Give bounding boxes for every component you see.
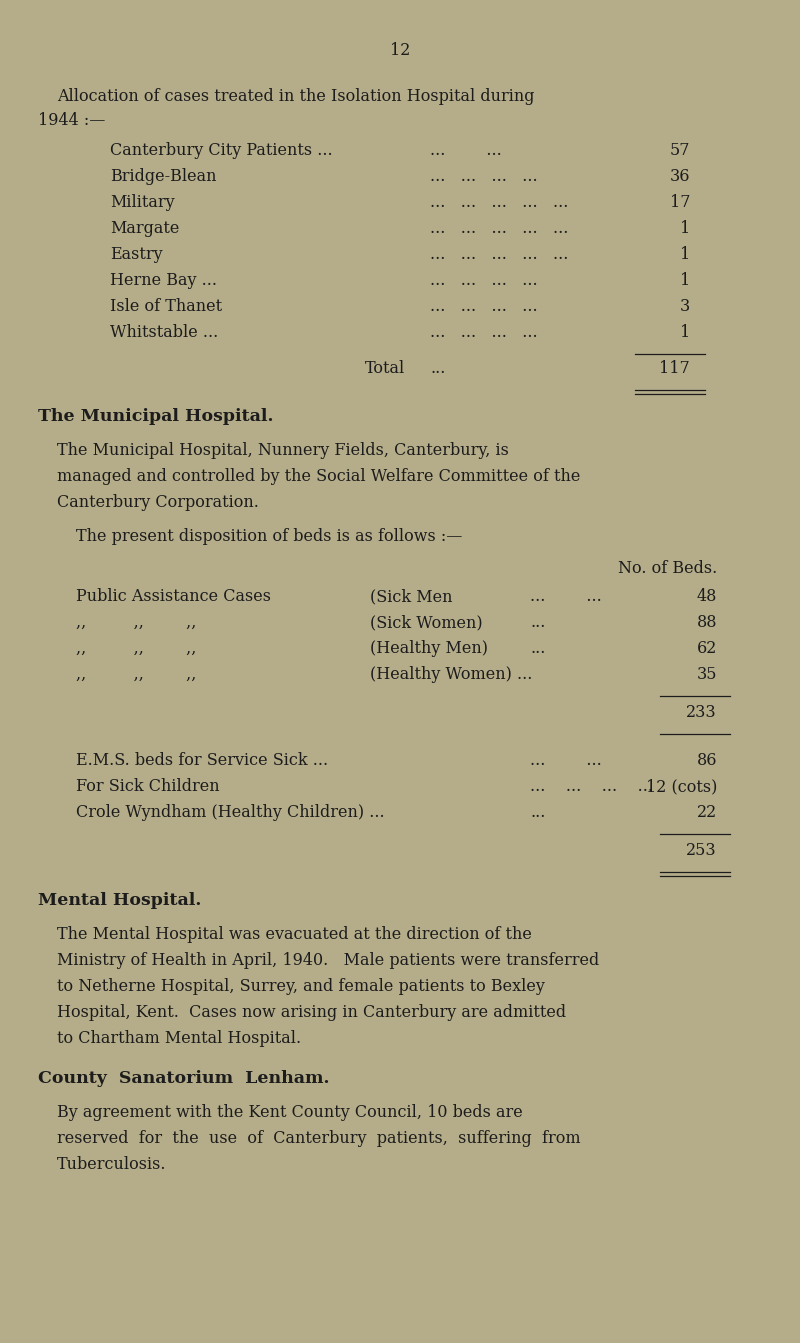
Text: 1: 1 [680, 324, 690, 341]
Text: The Municipal Hospital.: The Municipal Hospital. [38, 408, 274, 424]
Text: ,,     ,,    ,,: ,, ,, ,, [76, 666, 196, 684]
Text: The Municipal Hospital, Nunnery Fields, Canterbury, is: The Municipal Hospital, Nunnery Fields, … [57, 442, 509, 459]
Text: to Chartham Mental Hospital.: to Chartham Mental Hospital. [57, 1030, 301, 1048]
Text: 1: 1 [680, 220, 690, 236]
Text: reserved  for  the  use  of  Canterbury  patients,  suffering  from: reserved for the use of Canterbury patie… [57, 1129, 581, 1147]
Text: 35: 35 [697, 666, 717, 684]
Text: ...   ...   ...   ...: ... ... ... ... [430, 168, 538, 185]
Text: E.M.S. beds for Service Sick ...: E.M.S. beds for Service Sick ... [76, 752, 328, 770]
Text: Total: Total [365, 360, 406, 377]
Text: No. of Beds.: No. of Beds. [618, 560, 717, 577]
Text: Herne Bay ...: Herne Bay ... [110, 273, 217, 289]
Text: Public Assistance Cases: Public Assistance Cases [76, 588, 271, 604]
Text: 22: 22 [697, 804, 717, 821]
Text: Hospital, Kent.  Cases now arising in Canterbury are admitted: Hospital, Kent. Cases now arising in Can… [57, 1005, 566, 1021]
Text: ...: ... [430, 360, 446, 377]
Text: County  Sanatorium  Lenham.: County Sanatorium Lenham. [38, 1070, 330, 1086]
Text: 48: 48 [697, 588, 717, 604]
Text: ,,     ,,    ,,: ,, ,, ,, [76, 641, 196, 657]
Text: 86: 86 [697, 752, 717, 770]
Text: 17: 17 [670, 193, 690, 211]
Text: Crole Wyndham (Healthy Children) ...: Crole Wyndham (Healthy Children) ... [76, 804, 385, 821]
Text: ...   ...   ...   ...   ...: ... ... ... ... ... [430, 246, 568, 263]
Text: (Sick Women): (Sick Women) [370, 614, 482, 631]
Text: Mental Hospital.: Mental Hospital. [38, 892, 202, 909]
Text: (Healthy Men): (Healthy Men) [370, 641, 488, 657]
Text: 62: 62 [697, 641, 717, 657]
Text: 1944 :—: 1944 :— [38, 111, 106, 129]
Text: 3: 3 [680, 298, 690, 316]
Text: ...        ...: ... ... [530, 752, 602, 770]
Text: 233: 233 [686, 704, 717, 721]
Text: ...   ...   ...   ...: ... ... ... ... [430, 298, 538, 316]
Text: For Sick Children: For Sick Children [76, 778, 220, 795]
Text: ...        ...: ... ... [530, 588, 602, 604]
Text: Bridge-Blean: Bridge-Blean [110, 168, 217, 185]
Text: ...: ... [530, 614, 546, 631]
Text: ...   ...   ...   ...: ... ... ... ... [430, 273, 538, 289]
Text: Isle of Thanet: Isle of Thanet [110, 298, 222, 316]
Text: ...: ... [530, 804, 546, 821]
Text: 12 (cots): 12 (cots) [646, 778, 717, 795]
Text: ...   ...   ...   ...   ...: ... ... ... ... ... [430, 220, 568, 236]
Text: By agreement with the Kent County Council, 10 beds are: By agreement with the Kent County Counci… [57, 1104, 522, 1121]
Text: 117: 117 [659, 360, 690, 377]
Text: managed and controlled by the Social Welfare Committee of the: managed and controlled by the Social Wel… [57, 467, 580, 485]
Text: 88: 88 [697, 614, 717, 631]
Text: ...: ... [530, 641, 546, 657]
Text: Margate: Margate [110, 220, 179, 236]
Text: ...   ...   ...   ...: ... ... ... ... [430, 324, 538, 341]
Text: Tuberculosis.: Tuberculosis. [57, 1156, 166, 1172]
Text: 253: 253 [686, 842, 717, 860]
Text: Canterbury City Patients ...: Canterbury City Patients ... [110, 142, 333, 158]
Text: The present disposition of beds is as follows :—: The present disposition of beds is as fo… [76, 528, 462, 545]
Text: Canterbury Corporation.: Canterbury Corporation. [57, 494, 259, 510]
Text: ...   ...   ...   ...   ...: ... ... ... ... ... [430, 193, 568, 211]
Text: ...        ...: ... ... [430, 142, 502, 158]
Text: ,,     ,,    ,,: ,, ,, ,, [76, 614, 196, 631]
Text: 57: 57 [670, 142, 690, 158]
Text: Whitstable ...: Whitstable ... [110, 324, 218, 341]
Text: Allocation of cases treated in the Isolation Hospital during: Allocation of cases treated in the Isola… [57, 89, 534, 105]
Text: to Netherne Hospital, Surrey, and female patients to Bexley: to Netherne Hospital, Surrey, and female… [57, 978, 545, 995]
Text: (Sick Men: (Sick Men [370, 588, 453, 604]
Text: 1: 1 [680, 246, 690, 263]
Text: 1: 1 [680, 273, 690, 289]
Text: 36: 36 [670, 168, 690, 185]
Text: 12: 12 [390, 42, 410, 59]
Text: ...    ...    ...    ...: ... ... ... ... [530, 778, 653, 795]
Text: Military: Military [110, 193, 174, 211]
Text: Eastry: Eastry [110, 246, 162, 263]
Text: Ministry of Health in April, 1940.   Male patients were transferred: Ministry of Health in April, 1940. Male … [57, 952, 599, 970]
Text: (Healthy Women) ...: (Healthy Women) ... [370, 666, 532, 684]
Text: The Mental Hospital was evacuated at the direction of the: The Mental Hospital was evacuated at the… [57, 927, 532, 943]
